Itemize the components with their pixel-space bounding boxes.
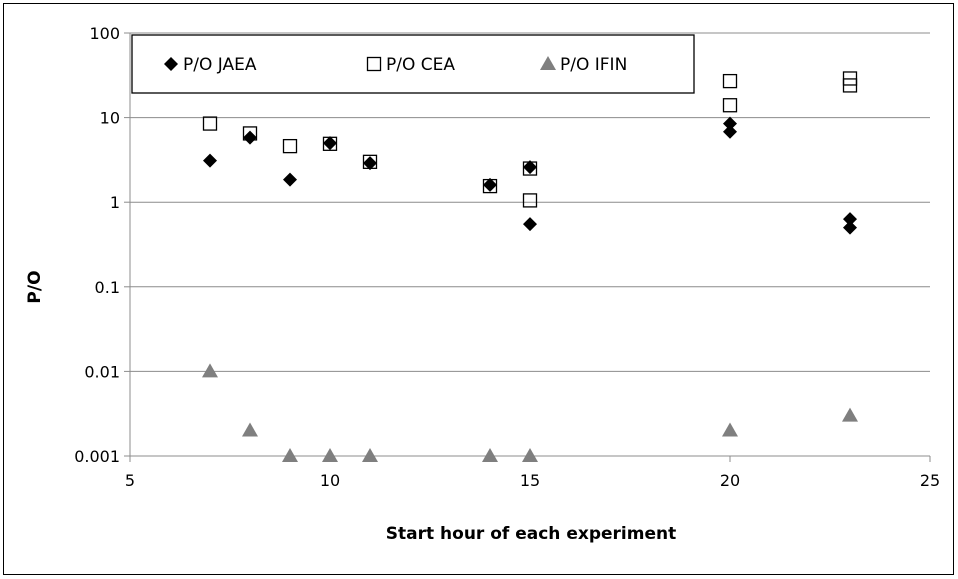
x-tick-label: 20 bbox=[720, 471, 740, 490]
x-tick-label: 5 bbox=[125, 471, 135, 490]
marker-p-o-cea bbox=[522, 193, 538, 208]
marker-p-o-cea bbox=[362, 154, 378, 169]
marker-p-o-cea bbox=[242, 126, 258, 141]
legend: P/O JAEA P/O CEA P/O IFIN bbox=[131, 34, 695, 94]
gridlines bbox=[130, 32, 930, 372]
marker-p-o-cea bbox=[202, 116, 218, 131]
legend-item-p-o-cea: P/O CEA bbox=[366, 55, 455, 75]
marker-p-o-cea bbox=[322, 136, 338, 151]
marker-p-o-ifin bbox=[842, 407, 858, 422]
x-tick-labels: 5 10 15 20 25 bbox=[125, 471, 940, 490]
legend-label-p-o-jaea: P/O JAEA bbox=[183, 55, 257, 75]
y-tick-label: 10 bbox=[100, 109, 120, 128]
marker-p-o-jaea bbox=[723, 116, 737, 131]
y-tick-label: 0.1 bbox=[95, 278, 120, 297]
marker-p-o-cea bbox=[522, 161, 538, 176]
legend-box bbox=[131, 34, 695, 94]
legend-item-p-o-ifin: P/O IFIN bbox=[540, 55, 627, 75]
marker-p-o-jaea bbox=[323, 136, 337, 151]
legend-marker-p-o-cea bbox=[366, 56, 382, 72]
legend-label-p-o-ifin: P/O IFIN bbox=[560, 55, 627, 75]
y-tick-label: 100 bbox=[89, 24, 120, 43]
marker-p-o-ifin bbox=[722, 422, 738, 437]
y-tick-labels: 0.001 0.01 0.1 1 10 100 bbox=[74, 24, 120, 466]
marker-p-o-ifin bbox=[522, 448, 538, 462]
marker-p-o-jaea bbox=[243, 130, 257, 145]
marker-p-o-jaea bbox=[843, 212, 857, 227]
marker-p-o-cea bbox=[722, 98, 738, 113]
legend-marker-p-o-ifin bbox=[540, 56, 556, 70]
y-tick-label: 1 bbox=[110, 193, 120, 212]
marker-p-o-ifin bbox=[202, 363, 218, 378]
x-axis-title: Start hour of each experiment bbox=[386, 524, 676, 544]
marker-p-o-cea bbox=[722, 73, 738, 89]
marker-p-o-jaea bbox=[483, 177, 497, 192]
marker-p-o-jaea bbox=[203, 153, 217, 168]
chart-border bbox=[3, 3, 954, 575]
data-markers bbox=[202, 71, 858, 462]
x-tick-label: 10 bbox=[320, 471, 340, 490]
x-tick-label: 15 bbox=[520, 471, 540, 490]
marker-p-o-ifin bbox=[322, 448, 338, 462]
marker-p-o-jaea bbox=[523, 160, 537, 175]
marker-p-o-ifin bbox=[242, 422, 258, 437]
marker-p-o-jaea bbox=[283, 172, 297, 187]
marker-p-o-jaea bbox=[363, 156, 377, 171]
marker-p-o-cea bbox=[842, 78, 858, 93]
y-tick-label: 0.01 bbox=[84, 362, 120, 381]
marker-p-o-jaea bbox=[523, 217, 537, 232]
marker-p-o-jaea bbox=[723, 124, 737, 139]
marker-p-o-cea bbox=[282, 138, 298, 154]
marker-p-o-ifin bbox=[282, 448, 298, 462]
marker-p-o-jaea bbox=[843, 220, 857, 235]
marker-p-o-ifin bbox=[482, 448, 498, 462]
legend-marker-p-o-jaea bbox=[164, 57, 178, 71]
legend-label-p-o-cea: P/O CEA bbox=[386, 55, 455, 75]
x-tick-label: 25 bbox=[920, 471, 940, 490]
y-axis-title: P/O bbox=[25, 270, 45, 303]
legend-item-p-o-jaea: P/O JAEA bbox=[164, 55, 257, 75]
y-tick-label: 0.001 bbox=[74, 447, 120, 466]
marker-p-o-cea bbox=[482, 178, 498, 194]
marker-p-o-ifin bbox=[362, 448, 378, 462]
